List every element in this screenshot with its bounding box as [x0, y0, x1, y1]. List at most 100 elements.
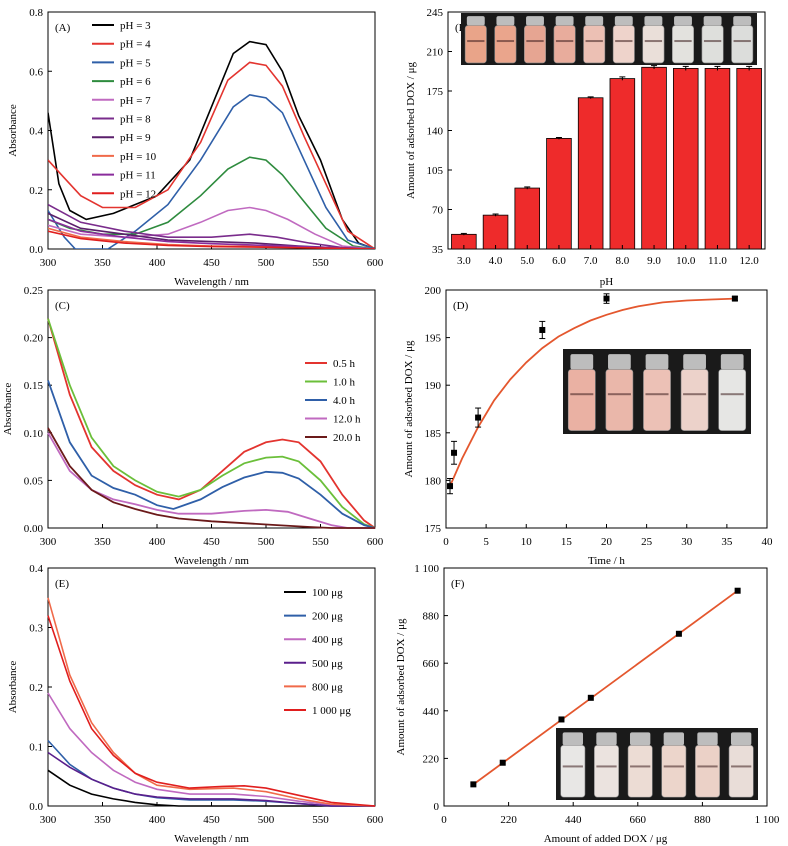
x-axis-label: Amount of added DOX / μg — [544, 833, 668, 845]
x-tick-label: 880 — [694, 814, 711, 826]
bar-8 — [672, 68, 699, 250]
x-tick-label: 300 — [40, 814, 57, 826]
x-tick-label: 450 — [203, 257, 220, 269]
series-line-1 — [47, 769, 375, 807]
x-tick-label: 12.0 — [740, 255, 760, 267]
vial-meniscus — [630, 765, 651, 768]
vial-body — [695, 744, 720, 798]
vial-body — [643, 369, 671, 431]
vial-body — [524, 25, 546, 64]
plot-frame — [47, 11, 376, 250]
vial-meniscus — [596, 765, 617, 768]
x-tick-label: 4.0 — [489, 255, 503, 267]
legend-label-3: 4.0 h — [333, 395, 356, 407]
legend-label-4: pH = 6 — [120, 76, 151, 88]
series-line-5 — [47, 597, 376, 807]
x-axis-label: Wavelength / nm — [174, 555, 249, 567]
series-line-2 — [47, 739, 375, 807]
vial-cap — [608, 354, 631, 370]
x-tick-label: 600 — [367, 814, 384, 826]
x-tick-label: 6.0 — [552, 255, 566, 267]
vial-body — [718, 369, 747, 431]
series-line-2 — [47, 318, 376, 529]
y-tick-label: 0.25 — [24, 285, 44, 297]
x-tick-label: 400 — [149, 536, 166, 548]
x-tick-label: 660 — [630, 814, 647, 826]
vial-cap — [644, 16, 663, 26]
y-axis-label: Absorbance — [2, 383, 14, 436]
vial-cap — [697, 732, 718, 746]
legend-label-9: pH = 11 — [120, 170, 156, 182]
x-axis-label: Time / h — [588, 555, 625, 567]
vial-meniscus — [683, 393, 707, 396]
vial-body — [560, 744, 586, 798]
y-tick-label: 35 — [432, 244, 444, 256]
x-axis-label: Wavelength / nm — [174, 833, 249, 845]
y-tick-label: 0.6 — [29, 66, 43, 78]
vial-cap — [629, 732, 651, 746]
series-line-3 — [47, 380, 376, 529]
y-tick-label: 0.20 — [24, 333, 44, 345]
vial-meniscus — [703, 40, 722, 43]
vial-cap — [596, 732, 617, 746]
vial-body — [728, 744, 754, 798]
legend-label-5: pH = 7 — [120, 95, 151, 107]
vial-meniscus — [733, 40, 751, 43]
vial-body — [567, 369, 596, 431]
x-tick-label: 0 — [443, 536, 449, 548]
vial-cap — [663, 732, 685, 746]
x-tick-label: 400 — [149, 257, 166, 269]
y-tick-label: 245 — [427, 7, 444, 19]
x-tick-label: 500 — [258, 257, 275, 269]
panel-label: (D) — [453, 300, 469, 312]
legend-label-2: pH = 4 — [120, 39, 151, 51]
data-point-2 — [499, 759, 506, 766]
vial-meniscus — [467, 40, 485, 43]
x-tick-label: 3.0 — [457, 255, 471, 267]
data-point-1 — [470, 781, 477, 788]
vial-cap — [526, 16, 544, 26]
y-tick-label: 200 — [425, 285, 442, 297]
x-tick-label: 550 — [312, 536, 329, 548]
x-tick-label: 5.0 — [520, 255, 534, 267]
vial-body — [605, 369, 634, 431]
panel-A: (A) Wavelength / nm Absorbance 300 350 400 450… — [7, 7, 384, 288]
x-tick-label: 350 — [94, 814, 111, 826]
legend-label-1: 0.5 h — [333, 358, 356, 370]
data-point-2 — [451, 449, 458, 456]
fit-line — [472, 589, 739, 786]
y-tick-label: 175 — [427, 86, 444, 98]
x-tick-label: 10 — [521, 536, 533, 548]
y-tick-label: 880 — [423, 611, 440, 623]
vial-cap — [733, 16, 752, 26]
inset-photo-dose-vials — [556, 728, 758, 800]
bar-4 — [546, 137, 572, 250]
y-tick-label: 70 — [432, 205, 444, 217]
bar-6 — [609, 78, 636, 250]
vial-meniscus — [562, 765, 583, 768]
vial-meniscus — [731, 765, 752, 768]
y-tick-label: 0.8 — [29, 7, 43, 19]
y-tick-label: 0 — [434, 801, 440, 813]
y-tick-label: 210 — [427, 47, 444, 59]
y-axis-label: Amount of adsorbed DOX / μg — [395, 618, 407, 755]
data-point-4 — [539, 326, 546, 333]
vial-meniscus — [644, 40, 663, 43]
legend-label-2: 1.0 h — [333, 377, 356, 389]
series-line-6 — [47, 615, 376, 807]
series-line-5 — [47, 427, 375, 529]
y-tick-label: 220 — [423, 753, 440, 765]
data-point-3 — [475, 414, 482, 421]
vial-meniscus — [585, 40, 603, 43]
x-tick-label: 440 — [565, 814, 582, 826]
panel-label: (F) — [451, 578, 465, 590]
legend-label-1: pH = 3 — [120, 20, 151, 32]
y-tick-label: 0.4 — [29, 563, 43, 575]
x-tick-label: 600 — [367, 536, 384, 548]
vial-cap — [674, 16, 692, 26]
x-tick-label: 500 — [258, 814, 275, 826]
vial-body — [642, 25, 665, 64]
x-tick-label: 40 — [762, 536, 774, 548]
legend-label-6: pH = 8 — [120, 114, 151, 126]
